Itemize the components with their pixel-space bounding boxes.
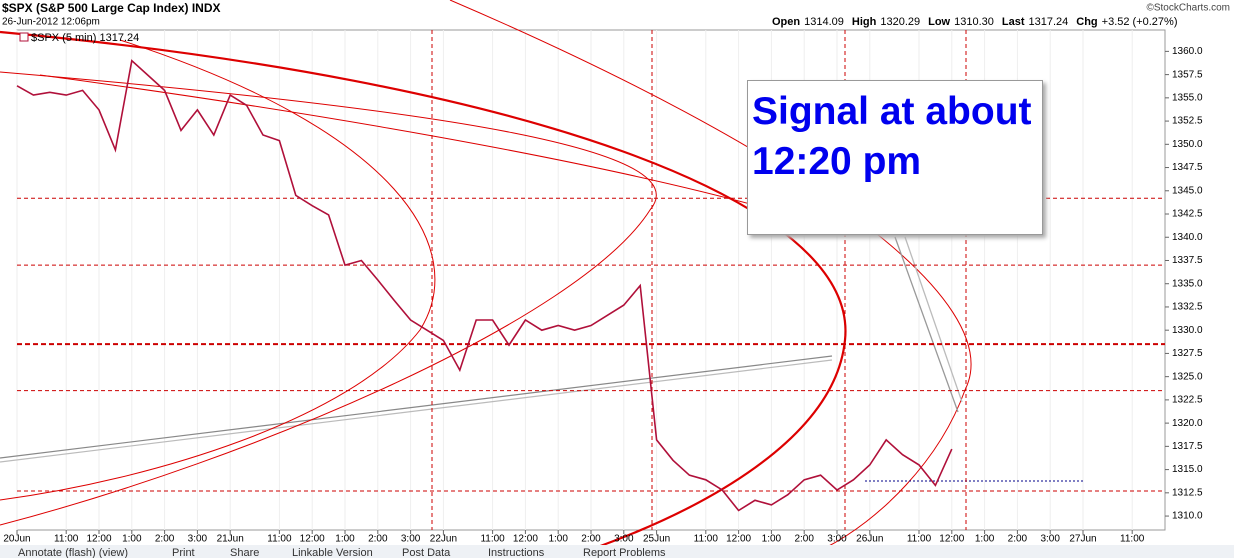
toolbar-item[interactable]: Linkable Version <box>292 547 373 558</box>
y-tick-label: 1332.5 <box>1172 302 1203 313</box>
x-tick-label: 2:00 <box>155 534 175 545</box>
quote-label: High <box>852 16 877 28</box>
x-tick-label: 12:00 <box>300 534 325 545</box>
quote-label: Chg <box>1076 16 1097 28</box>
x-tick-label: 21Jun <box>217 534 244 545</box>
toolbar-item[interactable]: Print <box>172 547 195 558</box>
trend-line <box>0 359 833 463</box>
x-tick-label: 12:00 <box>86 534 111 545</box>
toolbar-item[interactable]: Annotate (flash) (view) <box>18 547 128 558</box>
arc <box>0 30 847 550</box>
quote: Open 1314.09 High 1320.29 Low 1310.30 Last 1317… <box>772 16 1178 28</box>
x-tick-label: 1:00 <box>975 534 995 545</box>
quote-label: Last <box>1002 16 1025 28</box>
arc <box>0 71 657 526</box>
callout-pointer <box>894 236 959 413</box>
x-tick-label: 3:00 <box>188 534 208 545</box>
arc <box>39 74 791 216</box>
chart-subtitle: 26-Jun-2012 12:06pm <box>2 17 100 28</box>
y-tick-label: 1360.0 <box>1172 46 1203 57</box>
x-tick-label: 11:00 <box>907 534 932 545</box>
y-tick-label: 1327.5 <box>1172 348 1203 359</box>
y-tick-label: 1350.0 <box>1172 139 1203 150</box>
x-tick-label: 20Jun <box>3 534 30 545</box>
trend-line <box>0 355 833 459</box>
toolbar-item[interactable]: Instructions <box>488 547 545 558</box>
y-tick-label: 1312.5 <box>1172 487 1203 498</box>
quote-value: 1320.29 <box>880 16 920 28</box>
x-tick-label: 2:00 <box>794 534 814 545</box>
x-tick-label: 1:00 <box>548 534 568 545</box>
drawings <box>0 0 1085 550</box>
x-tick-label: 1:00 <box>122 534 142 545</box>
quote-label: Low <box>928 16 950 28</box>
x-tick-label: 11:00 <box>694 534 719 545</box>
x-tick-label: 27Jun <box>1069 534 1096 545</box>
y-tick-label: 1345.0 <box>1172 185 1203 196</box>
x-tick-label: 3:00 <box>614 534 634 545</box>
x-tick-label: 3:00 <box>827 534 847 545</box>
y-tick-label: 1317.5 <box>1172 441 1203 452</box>
x-tick-label: 12:00 <box>513 534 538 545</box>
copyright: ©StockCharts.com <box>1146 3 1230 14</box>
grid <box>16 30 1133 530</box>
price-line <box>16 59 953 512</box>
y-tick-label: 1320.0 <box>1172 418 1203 429</box>
x-tick-label: 2:00 <box>581 534 601 545</box>
y-tick-label: 1315.0 <box>1172 464 1203 475</box>
toolbar-item[interactable]: Post Data <box>402 547 451 558</box>
quote-value: 1310.30 <box>954 16 994 28</box>
y-tick-label: 1322.5 <box>1172 395 1203 406</box>
quote-value: 1314.09 <box>804 16 844 28</box>
y-tick-label: 1355.0 <box>1172 92 1203 103</box>
toolbar-item[interactable]: Report Problems <box>583 547 666 558</box>
y-tick-label: 1335.0 <box>1172 278 1203 289</box>
y-tick-label: 1342.5 <box>1172 209 1203 220</box>
annotation: Signal at about 12:20 pm <box>747 80 1043 235</box>
quote-value: +3.52 (+0.27%) <box>1102 16 1178 28</box>
x-tick-label: 26Jun <box>856 534 883 545</box>
x-tick-label: 2:00 <box>368 534 388 545</box>
x-tick-label: 2:00 <box>1008 534 1028 545</box>
toolbar-item[interactable]: Share <box>230 547 259 558</box>
y-tick-label: 1340.0 <box>1172 232 1203 243</box>
x-tick-label: 12:00 <box>939 534 964 545</box>
legend-swatch <box>19 32 29 42</box>
x-tick-label: 11:00 <box>480 534 505 545</box>
x-tick-label: 11:00 <box>267 534 292 545</box>
x-tick-label: 3:00 <box>1040 534 1060 545</box>
y-tick-label: 1357.5 <box>1172 69 1203 80</box>
y-tick-label: 1347.5 <box>1172 162 1203 173</box>
x-tick-label: 22Jun <box>430 534 457 545</box>
y-tick-label: 1325.0 <box>1172 371 1203 382</box>
y-tick-label: 1330.0 <box>1172 325 1203 336</box>
x-tick-label: 1:00 <box>335 534 355 545</box>
chart-title: $SPX (S&P 500 Large Cap Index) INDX <box>2 1 221 15</box>
x-tick-label: 11:00 <box>1120 534 1145 545</box>
arc <box>0 39 436 501</box>
arc <box>449 0 972 549</box>
quote-value: 1317.24 <box>1029 16 1069 28</box>
y-tick-label: 1310.0 <box>1172 511 1203 522</box>
x-tick-label: 1:00 <box>762 534 782 545</box>
callout-pointer <box>904 236 963 403</box>
legend-label: $SPX (5 min) 1317.24 <box>31 32 139 44</box>
x-tick-label: 11:00 <box>54 534 79 545</box>
x-tick-label: 25Jun <box>643 534 670 545</box>
x-tick-label: 3:00 <box>401 534 421 545</box>
y-tick-label: 1337.5 <box>1172 255 1203 266</box>
x-tick-label: 12:00 <box>726 534 751 545</box>
quote-label: Open <box>772 16 800 28</box>
y-tick-label: 1352.5 <box>1172 116 1203 127</box>
toolbar <box>0 545 1234 558</box>
